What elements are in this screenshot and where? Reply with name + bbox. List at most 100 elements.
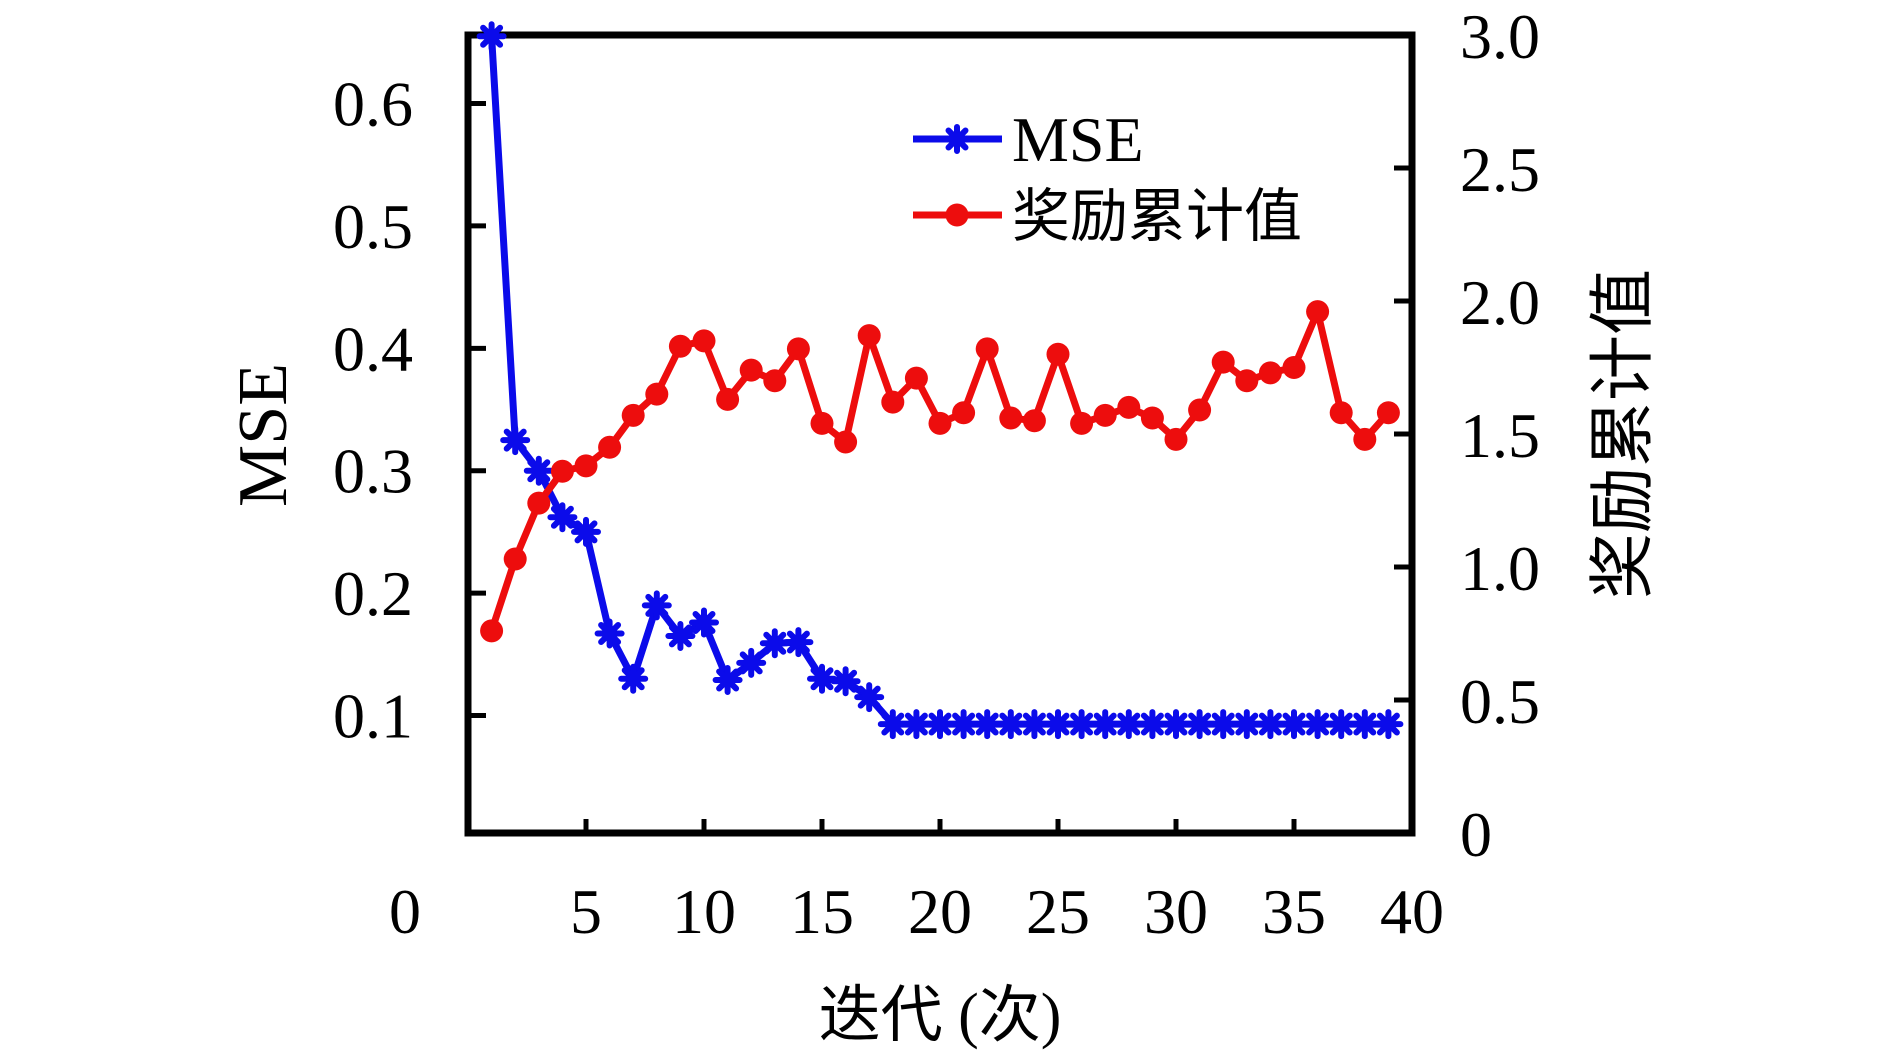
reward-marker — [480, 619, 504, 643]
x-tick-label: 15 — [790, 876, 854, 947]
x-tick-label: 20 — [908, 876, 972, 947]
mse-marker — [476, 21, 507, 52]
mse-marker — [1208, 709, 1239, 740]
reward-marker — [1188, 398, 1212, 422]
legend: MSE 奖励累计值 — [1012, 104, 1302, 249]
mse-marker — [925, 709, 955, 740]
mse-marker — [783, 627, 814, 658]
mse-marker — [995, 709, 1026, 740]
reward-marker — [739, 358, 763, 382]
mse-marker — [665, 620, 696, 651]
y-left-tick-label: 0.6 — [333, 69, 413, 140]
mse-marker — [689, 607, 719, 638]
y-left-tick-label: 0.1 — [333, 681, 413, 752]
reward-marker — [857, 324, 881, 348]
mse-marker — [830, 666, 861, 697]
reward-marker — [975, 337, 999, 361]
x-axis-title: 迭代 (次) — [819, 982, 1062, 1050]
mse-marker — [712, 665, 743, 696]
x-tick-label: 40 — [1380, 876, 1444, 947]
y-right-tick-label: 1.0 — [1460, 533, 1540, 604]
reward-marker — [621, 403, 645, 427]
reward-marker — [904, 366, 928, 390]
x-tick-label: 25 — [1026, 876, 1090, 947]
mse-marker — [736, 647, 767, 678]
reward-marker — [668, 334, 692, 358]
reward-marker — [574, 454, 598, 478]
reward-marker — [1353, 427, 1377, 451]
mse-marker — [1090, 709, 1121, 740]
mse-marker — [547, 502, 578, 533]
x-tick-label: 35 — [1262, 876, 1326, 947]
reward-marker — [1093, 403, 1117, 427]
mse-marker — [1043, 709, 1073, 740]
mse-marker — [1302, 709, 1333, 740]
mse-marker — [901, 709, 932, 740]
mse-marker — [1349, 709, 1380, 740]
x-tick-label: 10 — [672, 876, 736, 947]
y-right-tick-label: 0.5 — [1460, 666, 1540, 737]
reward-marker — [810, 411, 834, 435]
reward-marker — [716, 387, 740, 411]
reward-marker — [1329, 401, 1353, 425]
mse-marker — [618, 663, 649, 694]
reward-marker — [598, 435, 622, 459]
mse-marker — [571, 516, 601, 547]
mse-marker — [1161, 709, 1191, 740]
reward-marker — [1140, 406, 1164, 430]
mse-marker — [854, 682, 885, 713]
y-left-tick-label: 0.2 — [333, 558, 413, 629]
mse-marker — [759, 628, 790, 659]
mse-marker — [523, 455, 554, 486]
y-left-axis-title: MSE — [225, 363, 302, 507]
x-tick-label: 30 — [1144, 876, 1208, 947]
y-left-tick-label: 0.5 — [333, 191, 413, 262]
mse-marker — [1137, 709, 1168, 740]
reward-marker — [1022, 409, 1046, 433]
reward-marker — [1376, 401, 1400, 425]
reward-marker — [928, 411, 952, 435]
y-left-tick-label: 0.4 — [333, 313, 413, 384]
mse-marker — [641, 590, 672, 621]
x-tick-label: 0 — [389, 876, 421, 947]
reward-marker — [645, 382, 669, 406]
reward-marker — [1164, 427, 1188, 451]
y-right-tick-label: 3.0 — [1460, 1, 1540, 72]
reward-marker — [692, 329, 716, 353]
plot-layer: 0 5 10 15 20 25 30 35 40 0.1 0.2 0.3 0.4 0.5 0.6 0 0.5 1.… — [333, 1, 1540, 947]
legend-sample-circle-icon — [945, 203, 969, 227]
reward-marker — [786, 337, 810, 361]
reward-line — [488, 308, 1392, 632]
y-right-tick-label: 0 — [1460, 799, 1492, 870]
mse-marker — [948, 709, 979, 740]
mse-marker — [500, 425, 531, 456]
mse-marker — [1326, 709, 1357, 740]
reward-marker — [527, 491, 551, 515]
legend-label-mse: MSE — [1012, 104, 1144, 175]
reward-marker — [952, 401, 976, 425]
reward-marker — [1282, 356, 1306, 379]
mse-marker — [1255, 709, 1286, 740]
reward-marker — [1117, 395, 1141, 419]
mse-marker — [972, 709, 1003, 740]
reward-marker — [999, 406, 1023, 430]
mse-marker — [1279, 709, 1309, 740]
legend-sample-asterisk-icon — [942, 124, 972, 154]
y-right-axis-title: 奖励累计值 — [1587, 269, 1660, 599]
mse-marker — [1019, 709, 1050, 740]
y-right-tick-label: 2.0 — [1460, 267, 1540, 338]
mse-marker — [1231, 709, 1262, 740]
y-right-tick-label: 2.5 — [1460, 134, 1540, 205]
reward-marker — [1070, 411, 1094, 435]
reward-marker — [881, 390, 905, 414]
reward-marker — [1258, 361, 1282, 385]
reward-marker — [834, 430, 858, 454]
reward-marker — [1211, 350, 1235, 374]
reward-marker — [1235, 369, 1259, 393]
mse-marker — [807, 663, 837, 694]
mse-marker — [1373, 709, 1404, 740]
y-right-tick-label: 1.5 — [1460, 400, 1540, 471]
reward-marker — [550, 459, 574, 483]
